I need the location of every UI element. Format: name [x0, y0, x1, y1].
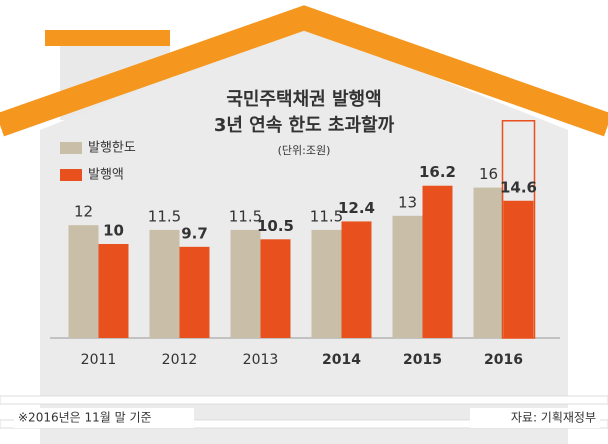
value-label: 10.5	[257, 217, 294, 235]
legend-swatch	[60, 142, 82, 154]
x-tick-label: 2016	[484, 352, 523, 368]
fence	[0, 395, 608, 429]
source: 자료: 기획재정부	[511, 411, 596, 425]
chimney-top	[45, 30, 170, 46]
value-label: 13	[398, 193, 417, 211]
bar	[149, 229, 180, 338]
house	[0, 5, 608, 444]
footnote-bg	[14, 408, 194, 428]
value-label: 12	[74, 203, 93, 221]
x-tick-label: 2013	[243, 352, 279, 368]
bar	[341, 221, 372, 338]
value-label: 16.2	[419, 163, 456, 181]
source-bg	[470, 408, 600, 428]
bar	[311, 229, 342, 338]
value-label: 11.5	[229, 207, 262, 225]
chart-subtitle: 3년 연속 한도 초과할까	[214, 114, 395, 136]
bar	[179, 246, 210, 338]
bar	[98, 244, 129, 338]
highlight-box	[501, 120, 536, 339]
x-tick-label: 2012	[162, 352, 198, 368]
value-label: 14.6	[500, 178, 537, 196]
legend-label: 발행액	[88, 167, 124, 183]
bar	[503, 200, 534, 338]
unit-label: (단위:조원)	[278, 144, 331, 157]
footnote: ※2016년은 11월 말 기준	[18, 411, 152, 425]
bar	[230, 229, 261, 338]
legend-label: 발행한도	[88, 140, 136, 156]
house-wall	[40, 25, 568, 444]
x-tick-label: 2014	[322, 352, 361, 368]
bar	[392, 215, 423, 338]
value-label: 11.5	[148, 207, 181, 225]
value-label: 12.4	[338, 199, 375, 217]
bar	[422, 185, 453, 338]
value-label: 11.5	[310, 207, 343, 225]
bar	[260, 239, 291, 338]
value-label: 9.7	[181, 224, 208, 242]
chart-title: 국민주택채권 발행액	[226, 89, 381, 110]
legend-swatch	[60, 169, 82, 181]
bar	[473, 187, 504, 338]
bar	[68, 225, 99, 338]
value-label: 10	[103, 222, 124, 240]
x-tick-label: 2015	[403, 352, 442, 368]
x-tick-label: 2011	[81, 352, 117, 368]
roof	[0, 5, 608, 137]
value-label: 16	[479, 165, 498, 183]
